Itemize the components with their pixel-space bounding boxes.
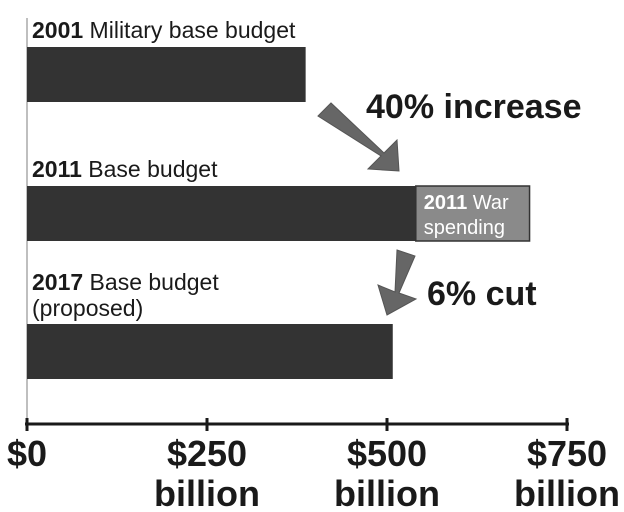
annotation-text-2: 6% cut bbox=[427, 275, 537, 313]
bar-year-2011: 2011 bbox=[32, 156, 82, 182]
bar-year-2017: 2017 bbox=[32, 269, 83, 295]
x-tick-label-2-unit: billion bbox=[334, 473, 440, 512]
bar-label-2011: 2011 Base budget bbox=[32, 156, 218, 182]
x-tick-label-0: $0 bbox=[7, 433, 47, 474]
bar-year-2001: 2001 bbox=[32, 17, 83, 43]
annotation-2: 6% cut bbox=[427, 275, 537, 313]
annotation-1: 40% increase bbox=[366, 88, 582, 126]
increase-arrow-icon bbox=[317, 102, 400, 172]
bar-2017-base bbox=[27, 324, 393, 379]
bar-2001-base bbox=[27, 47, 306, 102]
bar-text-2011: Base budget bbox=[82, 156, 218, 182]
x-tick-label-3-unit: billion bbox=[514, 473, 620, 512]
war-label: 2011 War bbox=[424, 192, 509, 214]
war-label-line2: spending bbox=[424, 217, 505, 239]
x-tick-label-1-line1: $250 bbox=[167, 433, 247, 474]
bar-text-2001: Military base budget bbox=[83, 17, 296, 43]
x-tick-label-1-line2: billion bbox=[154, 473, 260, 512]
bar-label-line2-text: (proposed) bbox=[32, 295, 143, 321]
x-tick-label-0-line1: $0 bbox=[7, 433, 47, 474]
bar-text-2017: Base budget bbox=[83, 269, 219, 295]
bar-2011-war bbox=[415, 185, 531, 242]
war-label-text: War bbox=[467, 192, 509, 214]
bar-label-2017-line2: (proposed) bbox=[32, 295, 143, 321]
cut-arrow-icon bbox=[377, 249, 418, 316]
x-tick-label-3: $750 bbox=[527, 433, 607, 474]
annotation-text-1: 40% increase bbox=[366, 88, 582, 126]
x-tick-label-1-unit: billion bbox=[154, 473, 260, 512]
bar-label-2001: 2001 Military base budget bbox=[32, 17, 296, 43]
x-tick-label-2-line2: billion bbox=[334, 473, 440, 512]
war-label-line2-text: spending bbox=[424, 217, 505, 239]
x-tick-label-3-line2: billion bbox=[514, 473, 620, 512]
x-tick-label-3-line1: $750 bbox=[527, 433, 607, 474]
x-tick-label-1: $250 bbox=[167, 433, 247, 474]
war-year: 2011 bbox=[424, 192, 467, 214]
bar-2011-base bbox=[27, 186, 416, 241]
bar-label-2017: 2017 Base budget bbox=[32, 269, 219, 295]
x-tick-label-2-line1: $500 bbox=[347, 433, 427, 474]
x-tick-label-2: $500 bbox=[347, 433, 427, 474]
